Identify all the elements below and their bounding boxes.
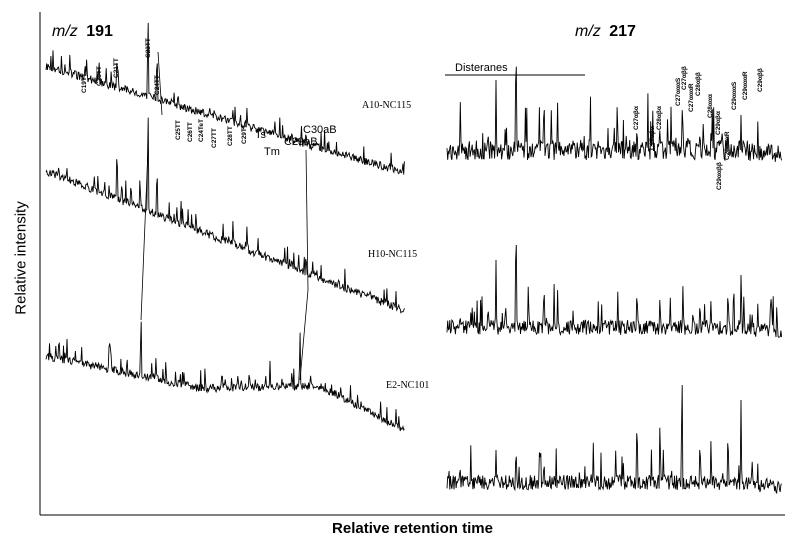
peak-label-217: C29αααR [742, 71, 749, 100]
peak-label-191: C20TT [96, 66, 103, 86]
series-label-e2: E2-NC101 [386, 380, 429, 391]
peak-label-217: C29ααββ [716, 162, 723, 190]
peak-label-191: Ts [255, 129, 267, 141]
trace-217-h10-nc115 [446, 244, 783, 338]
peak-label-217: C28αβα [656, 106, 663, 130]
peak-label-217: C28αββ [695, 72, 702, 96]
peak-label-191: C29aB [284, 136, 318, 148]
peak-label-191: C19TT [81, 73, 88, 93]
peak-label-217: C27αβα [633, 106, 640, 130]
trace-191-h10-nc115 [45, 117, 405, 314]
peak-label-217: C27αααR [688, 83, 695, 112]
trace-191-e2-nc101 [45, 321, 405, 432]
peak-label-191: C24TeT [198, 119, 205, 142]
peak-label-217: C28αααR [724, 131, 731, 160]
series-label-a10: A10-NC115 [362, 100, 411, 111]
peak-label-217: C29αααS [731, 81, 738, 110]
peak-label-217: C27αααS [675, 77, 682, 106]
disteranes-label: Disteranes [455, 62, 508, 74]
peak-label-217: C27αβα [649, 126, 656, 150]
trace-217-e2-nc101 [446, 384, 782, 495]
series-label-h10: H10-NC115 [368, 249, 417, 260]
peak-label-191: C26TT [187, 122, 194, 142]
peak-label-217: C27αββ [681, 66, 688, 90]
peak-label-217: C29αββ [757, 68, 764, 92]
trace-191-a10-nc115 [45, 22, 405, 175]
peak-label-191: Tm [264, 146, 280, 158]
panel-191-ion: m/z 191 [52, 23, 113, 40]
trace-217-a10-nc115 [446, 66, 783, 162]
peak-correlation-line [299, 289, 309, 381]
peak-label-217: C28ααα [707, 94, 714, 118]
peak-correlation-line [157, 51, 163, 116]
peak-label-191: C24TT [154, 75, 161, 95]
panel-217-ion: m/z 217 [575, 23, 636, 40]
peak-label-191: C29TT [241, 124, 248, 144]
peak-label-191: C23TT [145, 38, 152, 58]
peak-label-191: C21TT [113, 58, 120, 78]
peak-label-191: C30aB [303, 124, 337, 136]
peak-label-191: C25TT [175, 120, 182, 140]
peak-correlation-line [140, 149, 149, 321]
x-axis-label: Relative retention time [332, 520, 493, 537]
peak-label-191: C27TT [211, 128, 218, 148]
peak-label-191: C28TT [227, 126, 234, 146]
peak-correlation-line [305, 149, 309, 291]
peak-label-217: C29αβα [715, 111, 722, 135]
